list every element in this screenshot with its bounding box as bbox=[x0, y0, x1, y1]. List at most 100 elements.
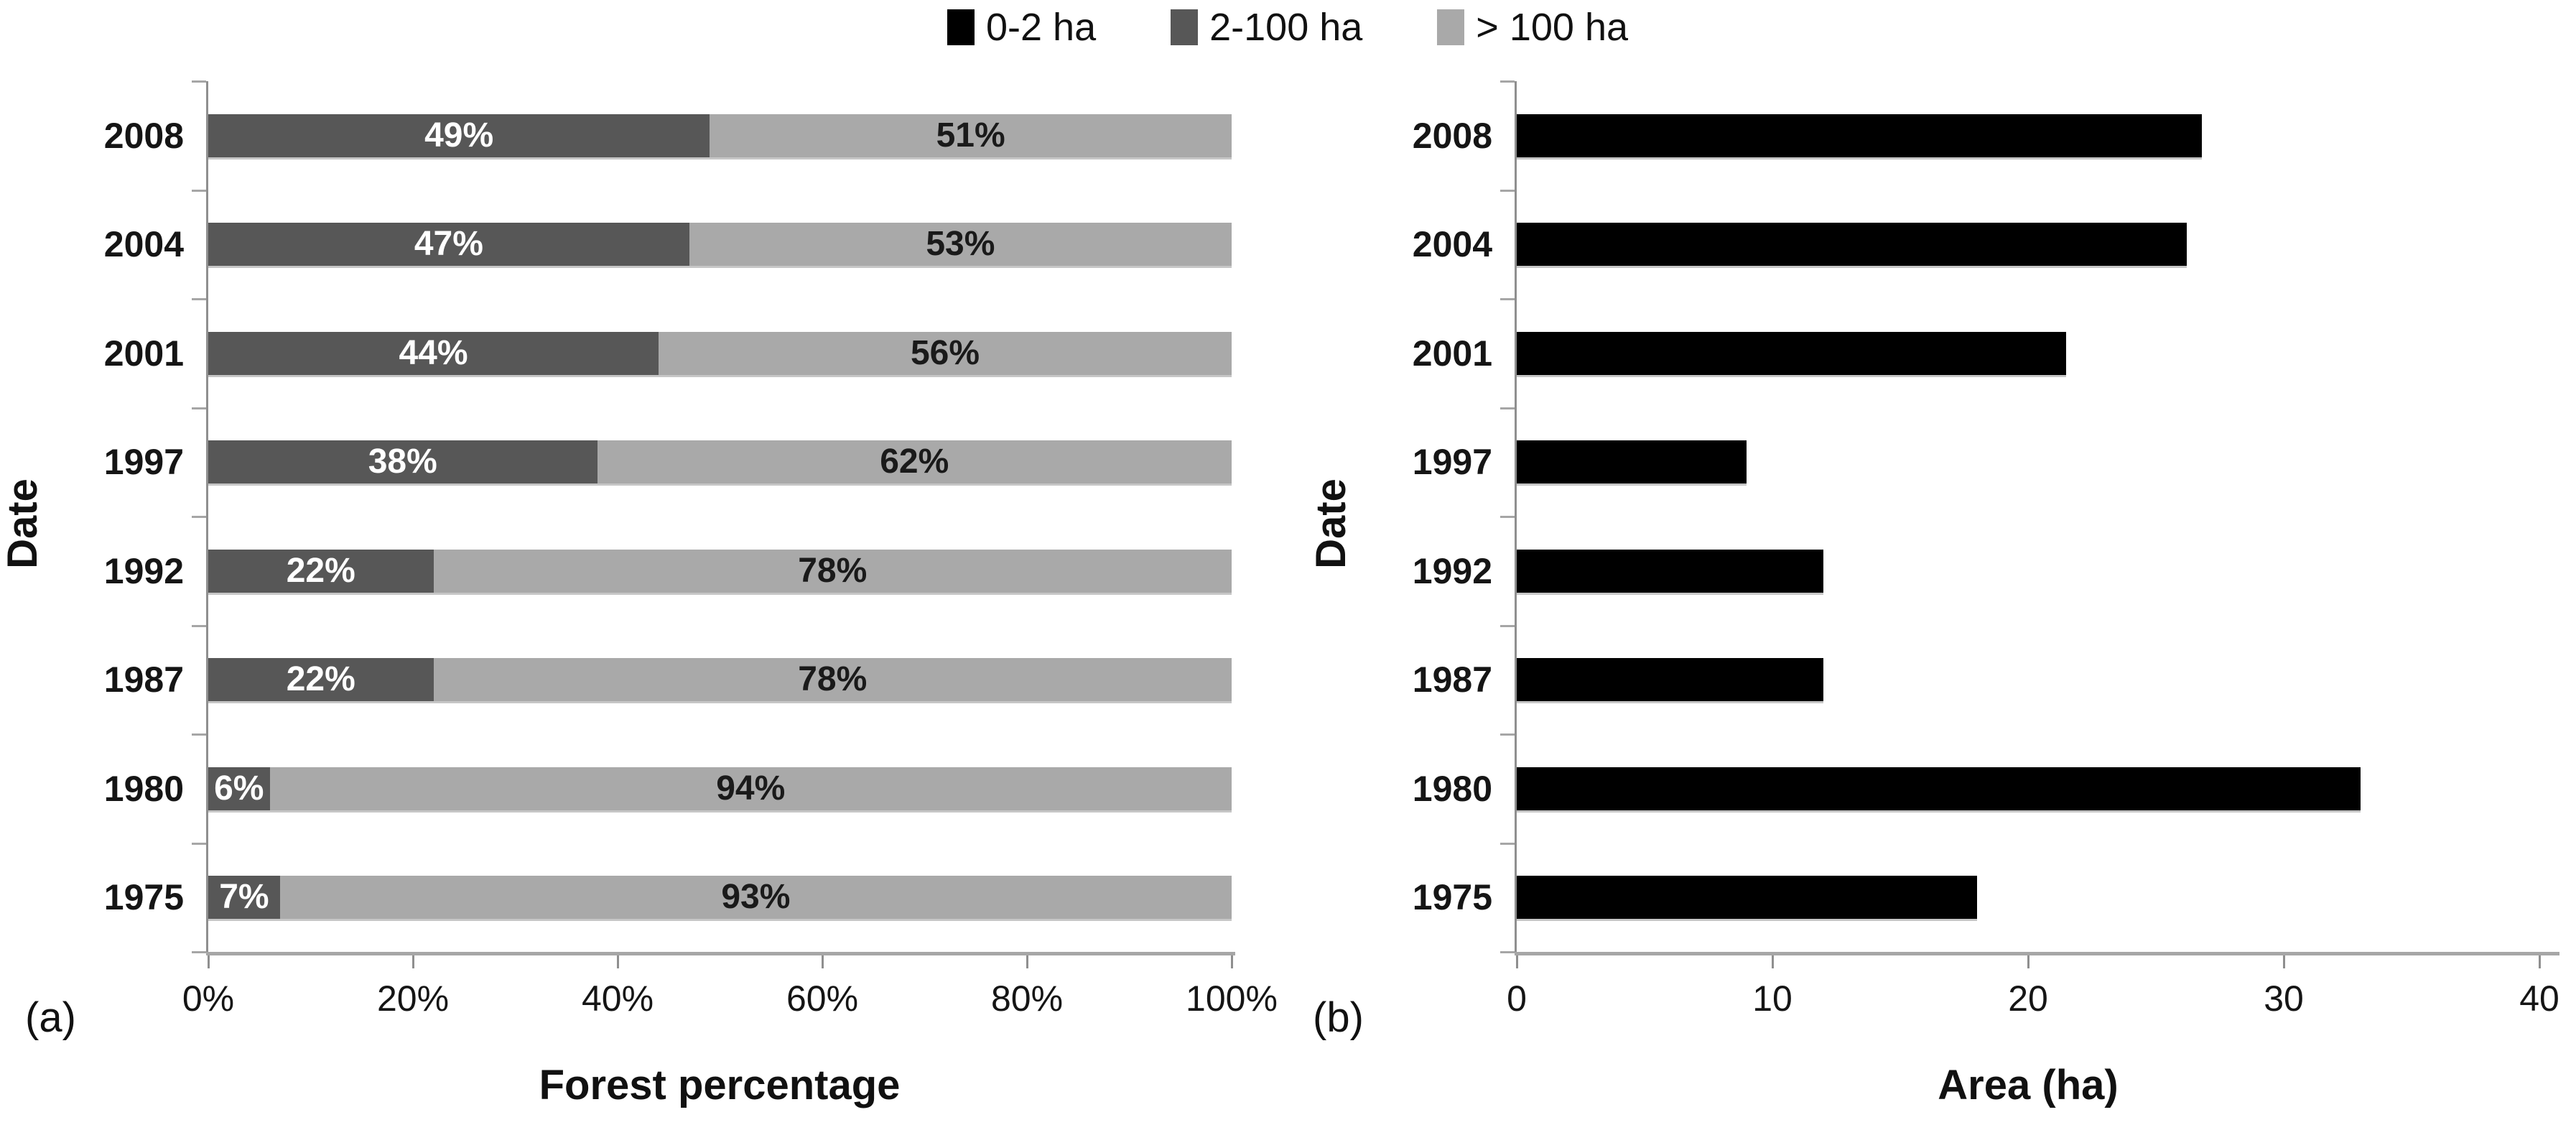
bar-segment-0-2 ha bbox=[1517, 658, 1824, 701]
bar-2004 bbox=[1517, 223, 2539, 266]
x-axis-tick-label: 40 bbox=[2519, 978, 2559, 1019]
bar-1975 bbox=[1517, 876, 2539, 919]
bar-data-label: 94% bbox=[716, 769, 786, 807]
y-axis-tick bbox=[192, 625, 206, 627]
x-axis-tick-label: 40% bbox=[581, 978, 654, 1019]
x-axis-tick-label: 80% bbox=[990, 978, 1064, 1019]
legend-label: > 100 ha bbox=[1476, 6, 1629, 49]
y-axis-tick bbox=[1500, 407, 1515, 409]
category-label: 1980 bbox=[1412, 769, 1492, 809]
y-axis-tick bbox=[1500, 951, 1515, 953]
x-axis-tick-label: 20 bbox=[2008, 978, 2048, 1019]
bar-data-label: 6% bbox=[214, 769, 264, 807]
bar-segment-2-100 ha: 22% bbox=[208, 658, 434, 701]
legend-swatch-over-100ha bbox=[1437, 9, 1465, 45]
x-axis-tick bbox=[1026, 955, 1028, 968]
bar-data-label: 56% bbox=[910, 334, 980, 372]
bar-segment-> 100 ha: 78% bbox=[433, 658, 1232, 701]
panel-a-x-axis-line bbox=[206, 952, 1235, 955]
bar-1987: 22% 78% bbox=[208, 658, 1232, 701]
x-axis-tick bbox=[2539, 955, 2541, 968]
bar-segment-0-2 ha bbox=[1517, 223, 2187, 266]
y-axis-tick bbox=[1500, 625, 1515, 627]
category-label: 1980 bbox=[103, 769, 184, 809]
bar-segment-> 100 ha: 62% bbox=[597, 440, 1232, 483]
bar-data-label: 22% bbox=[286, 660, 355, 698]
bar-1987 bbox=[1517, 658, 2539, 701]
y-axis-tick bbox=[1500, 843, 1515, 845]
bar-data-label: 51% bbox=[936, 116, 1005, 154]
bar-segment-2-100 ha: 7% bbox=[208, 876, 280, 919]
bar-segment-> 100 ha: 93% bbox=[279, 876, 1232, 919]
bar-segment-2-100 ha: 49% bbox=[208, 114, 710, 157]
bar-segment-2-100 ha: 47% bbox=[208, 223, 689, 266]
bar-segment-2-100 ha: 38% bbox=[208, 440, 597, 483]
bar-segment-> 100 ha: 78% bbox=[433, 550, 1232, 593]
y-axis-tick bbox=[1500, 298, 1515, 300]
bar-segment-> 100 ha: 94% bbox=[269, 767, 1232, 810]
panel-a-tag: (a) bbox=[25, 994, 76, 1041]
bar-segment-0-2 ha bbox=[1517, 440, 1747, 483]
y-axis-tick bbox=[192, 843, 206, 845]
y-axis-tick bbox=[192, 298, 206, 300]
bar-segment-0-2 ha bbox=[1517, 114, 2203, 157]
category-label: 2004 bbox=[103, 224, 184, 264]
x-axis-tick bbox=[412, 955, 414, 968]
category-label: 2001 bbox=[1412, 333, 1492, 374]
bar-segment-2-100 ha: 44% bbox=[208, 332, 659, 375]
x-axis-tick-label: 20% bbox=[376, 978, 450, 1019]
category-label: 2008 bbox=[103, 116, 184, 156]
bar-2001 bbox=[1517, 332, 2539, 375]
bar-segment-> 100 ha: 51% bbox=[710, 114, 1232, 157]
x-axis-tick-label: 0% bbox=[182, 978, 235, 1019]
y-axis-tick bbox=[1500, 733, 1515, 736]
bar-segment-0-2 ha bbox=[1517, 550, 1824, 593]
category-label: 2001 bbox=[103, 333, 184, 374]
y-axis-tick bbox=[192, 516, 206, 518]
category-label: 1992 bbox=[1412, 551, 1492, 591]
legend-swatch-0-2ha bbox=[947, 9, 975, 45]
legend-swatch-2-100ha bbox=[1171, 9, 1199, 45]
bar-2001: 44% 56% bbox=[208, 332, 1232, 375]
bar-1992: 22% 78% bbox=[208, 550, 1232, 593]
bar-data-label: 62% bbox=[880, 443, 949, 481]
bar-segment-> 100 ha: 56% bbox=[659, 332, 1232, 375]
bar-1980 bbox=[1517, 767, 2539, 810]
category-label: 1997 bbox=[103, 442, 184, 482]
y-axis-tick bbox=[192, 733, 206, 736]
bar-segment-0-2 ha bbox=[1517, 332, 2067, 375]
bar-segment-0-2 ha bbox=[1517, 876, 1977, 919]
bar-segment-0-2 ha bbox=[1517, 767, 2361, 810]
bar-data-label: 78% bbox=[798, 660, 868, 698]
bar-data-label: 53% bbox=[926, 225, 995, 263]
bar-data-label: 44% bbox=[399, 334, 468, 372]
x-axis-tick-label: 30 bbox=[2264, 978, 2304, 1019]
panel-a-x-axis-title: Forest percentage bbox=[539, 1062, 901, 1108]
bar-segment-> 100 ha: 53% bbox=[689, 223, 1232, 266]
panel-a-y-axis-line bbox=[206, 81, 208, 952]
x-axis-tick bbox=[1516, 955, 1518, 968]
panel-b-x-axis-title: Area (ha) bbox=[1938, 1062, 2119, 1108]
x-axis-tick-label: 60% bbox=[786, 978, 859, 1019]
category-label: 1987 bbox=[1412, 659, 1492, 700]
bar-1980: 6% 94% bbox=[208, 767, 1232, 810]
x-axis-tick bbox=[1231, 955, 1233, 968]
x-axis-tick-label: 0 bbox=[1507, 978, 1527, 1019]
x-axis-tick bbox=[208, 955, 210, 968]
bar-data-label: 47% bbox=[414, 225, 483, 263]
bar-segment-2-100 ha: 6% bbox=[208, 767, 270, 810]
bar-1992 bbox=[1517, 550, 2539, 593]
x-axis-tick bbox=[1772, 955, 1774, 968]
bar-1975: 7% 93% bbox=[208, 876, 1232, 919]
bar-2008 bbox=[1517, 114, 2539, 157]
category-label: 1992 bbox=[103, 551, 184, 591]
y-axis-tick bbox=[1500, 80, 1515, 83]
y-axis-tick bbox=[192, 80, 206, 83]
x-axis-tick bbox=[822, 955, 824, 968]
panel-a-plot-area: 0% 20% 40% 60% 80% 100% 2008 49% 51% 2004 47% 53% 20… bbox=[104, 80, 1278, 1017]
legend-label: 2-100 ha bbox=[1209, 6, 1363, 49]
x-axis-tick bbox=[2283, 955, 2285, 968]
y-axis-tick bbox=[192, 951, 206, 953]
legend: 0-2 ha 2-100 ha > 100 ha bbox=[947, 1, 1628, 53]
